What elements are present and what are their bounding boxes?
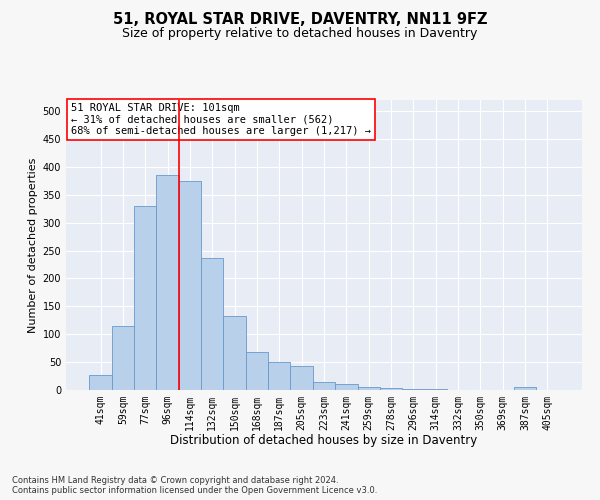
Bar (112, 326, 134, 390)
Bar (223, 316, 246, 390)
Bar (268, 362, 290, 390)
Bar (380, 388, 402, 390)
Text: Contains HM Land Registry data © Crown copyright and database right 2024.
Contai: Contains HM Land Registry data © Crown c… (12, 476, 377, 495)
Text: Size of property relative to detached houses in Daventry: Size of property relative to detached ho… (122, 28, 478, 40)
Text: 51 ROYAL STAR DRIVE: 101sqm
← 31% of detached houses are smaller (562)
68% of se: 51 ROYAL STAR DRIVE: 101sqm ← 31% of det… (71, 103, 371, 136)
Text: 51, ROYAL STAR DRIVE, DAVENTRY, NN11 9FZ: 51, ROYAL STAR DRIVE, DAVENTRY, NN11 9FZ (113, 12, 487, 28)
Y-axis label: Number of detached properties: Number of detached properties (28, 158, 38, 332)
Bar (335, 384, 358, 390)
Bar (313, 382, 335, 390)
Bar (246, 352, 268, 390)
Bar (89, 375, 112, 390)
Bar (425, 389, 447, 390)
Bar (402, 389, 425, 390)
Bar (358, 387, 380, 390)
Bar (514, 386, 536, 390)
Bar (179, 181, 201, 390)
X-axis label: Distribution of detached houses by size in Daventry: Distribution of detached houses by size … (170, 434, 478, 448)
Bar (290, 366, 313, 390)
Bar (201, 258, 223, 390)
Bar (134, 206, 157, 390)
Bar (157, 176, 179, 390)
